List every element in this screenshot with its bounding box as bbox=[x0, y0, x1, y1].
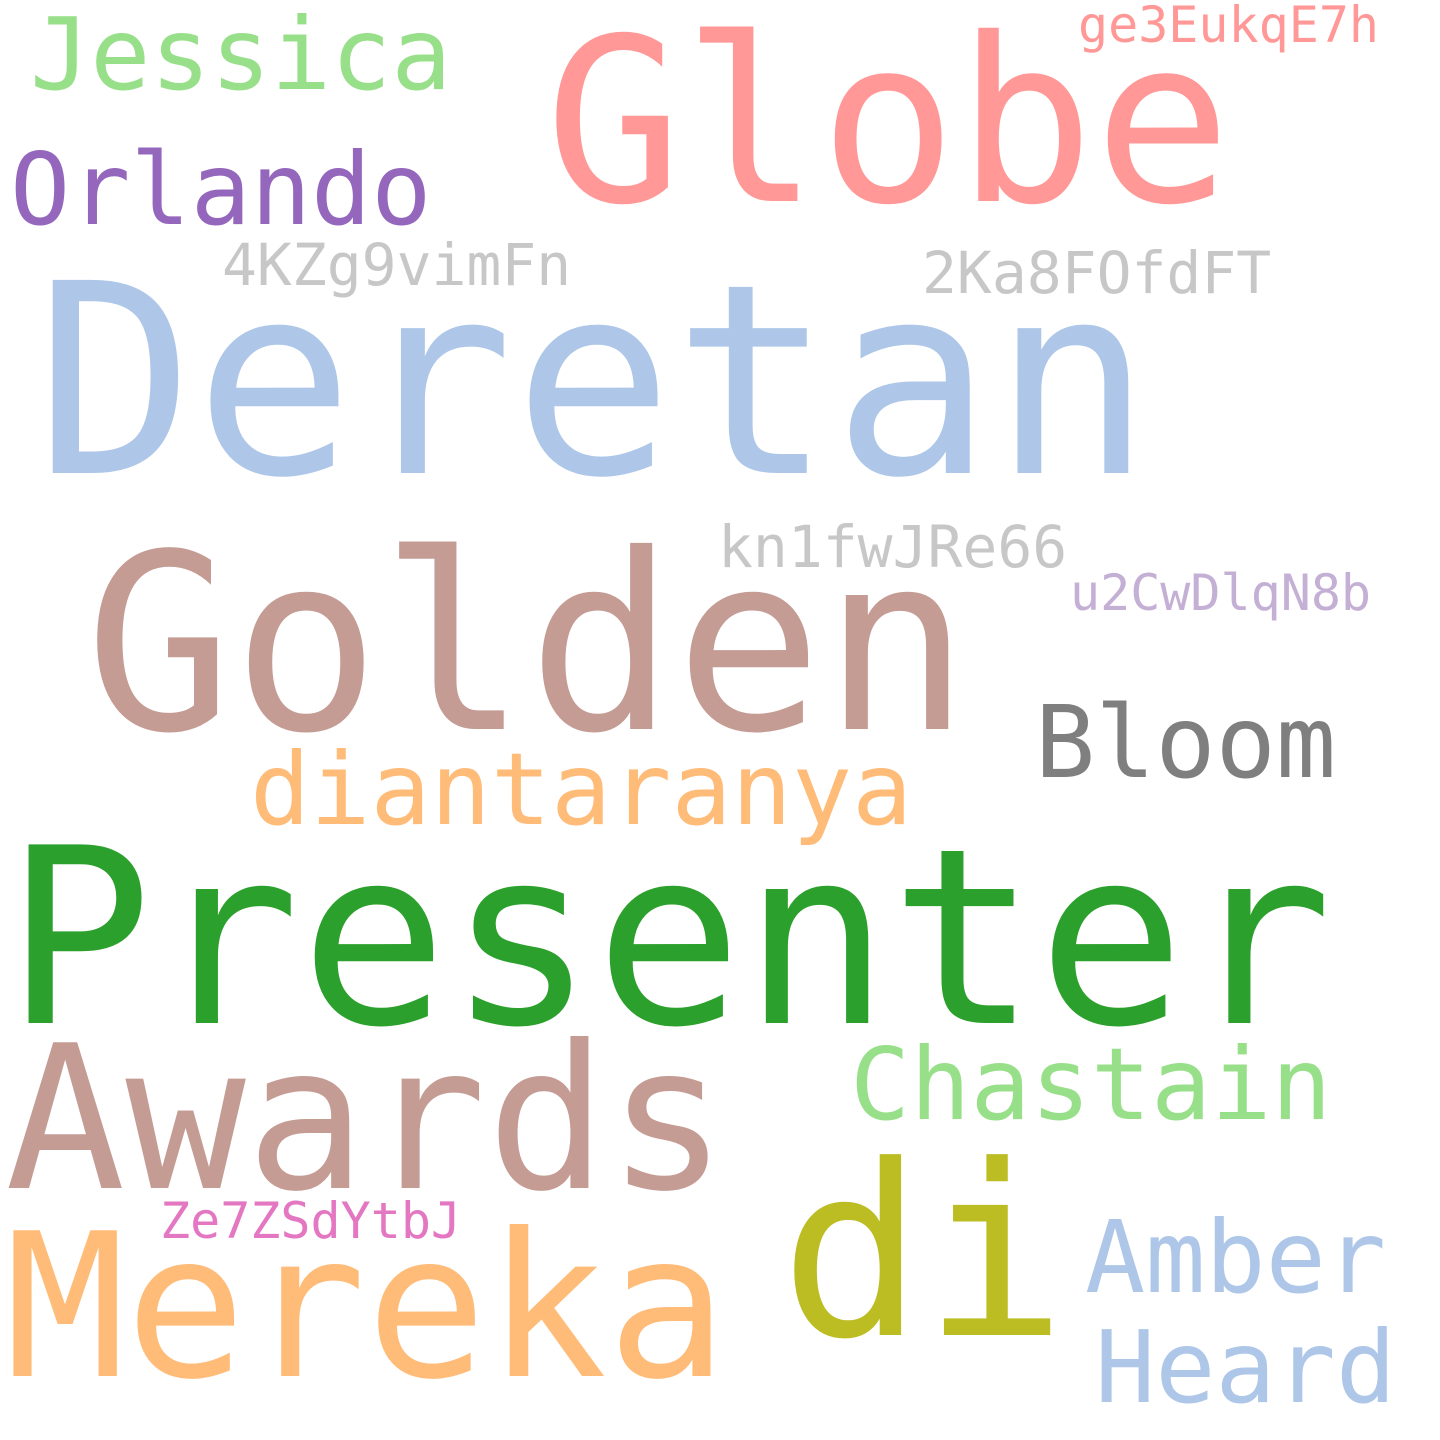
word-2ka8fofdft: 2Ka8FOfdFT bbox=[922, 239, 1272, 307]
word-ge3eukqe7h: ge3EukqE7h bbox=[1078, 0, 1380, 54]
word-di: di bbox=[780, 1115, 1067, 1392]
word-presenter: Presenter bbox=[5, 796, 1333, 1081]
word-ze7zsdytbj: Ze7ZSdYtbJ bbox=[160, 1192, 462, 1250]
word-mereka: Mereka bbox=[5, 1191, 728, 1424]
word-deretan: Deretan bbox=[35, 228, 1152, 536]
word-bloom: Bloom bbox=[1035, 684, 1337, 801]
word-heard: Heard bbox=[1095, 1309, 1397, 1426]
word-diantaranya: diantaranya bbox=[250, 731, 913, 848]
word-kn1fwjre66: kn1fwJRe66 bbox=[718, 513, 1068, 581]
word-jessica: Jessica bbox=[30, 0, 452, 113]
word-awards: Awards bbox=[5, 1003, 728, 1236]
word-4kzg9vimfn: 4KZg9vimFn bbox=[222, 231, 572, 299]
word-u2cwdlqn8b: u2CwDlqN8b bbox=[1070, 564, 1372, 622]
word-golden: Golden bbox=[85, 502, 971, 787]
word-amber: Amber bbox=[1085, 1199, 1387, 1316]
word-orlando: Orlando bbox=[10, 131, 432, 248]
word-globe: Globe bbox=[545, 0, 1232, 255]
word-chastain: Chastain bbox=[850, 1026, 1332, 1143]
